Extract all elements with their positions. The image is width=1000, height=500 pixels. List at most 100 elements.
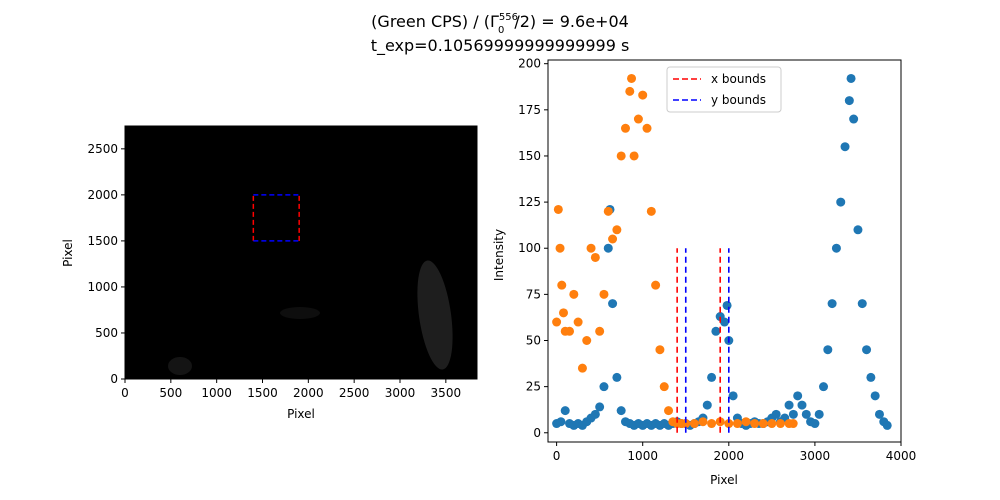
data-point	[846, 73, 856, 83]
profile-y-tick-label: 50	[526, 334, 541, 348]
data-point	[819, 382, 829, 392]
faint-glow-center	[280, 307, 320, 319]
data-point	[659, 382, 669, 392]
data-point	[590, 409, 600, 419]
data-point	[633, 114, 643, 124]
data-point	[586, 243, 596, 253]
profile-x-tick-label: 1000	[627, 449, 658, 463]
image-x-tick-label: 0	[121, 386, 129, 400]
data-point	[874, 409, 884, 419]
image-x-tick-label: 2000	[293, 386, 324, 400]
data-point	[616, 151, 626, 161]
legend-label: y bounds	[711, 93, 766, 107]
faint-glow-left	[168, 357, 192, 375]
data-point	[620, 123, 630, 133]
image-y-axis-label: Pixel	[61, 239, 75, 267]
data-point	[595, 326, 605, 336]
data-point	[870, 391, 880, 401]
data-point	[844, 96, 854, 106]
image-y-tick-label: 1000	[87, 280, 118, 294]
data-point	[625, 86, 635, 96]
image-x-axis-label: Pixel	[287, 407, 315, 421]
profile-x-tick-label: 4000	[886, 449, 917, 463]
data-point	[573, 317, 583, 327]
bright-streak-right	[417, 260, 453, 370]
data-point	[642, 123, 652, 133]
title-gamma-sub: 0	[498, 25, 504, 36]
data-point	[882, 420, 892, 430]
legend: x bounds y bounds	[666, 66, 782, 113]
profile-x-tick-label: 0	[553, 449, 561, 463]
data-point	[810, 419, 820, 429]
profile-y-tick-label: 200	[518, 57, 541, 71]
data-point	[629, 151, 639, 161]
data-point	[814, 409, 824, 419]
image-x-tick-label: 1500	[247, 386, 278, 400]
profile-y-tick-label: 25	[526, 380, 541, 394]
data-point	[702, 400, 712, 410]
image-x-tick-label: 500	[159, 386, 182, 400]
data-point	[599, 289, 609, 299]
bounds-lines	[676, 248, 730, 433]
data-point	[689, 419, 699, 429]
profile-x-tick-label: 3000	[800, 449, 831, 463]
profile-y-axis-label: Intensity	[492, 229, 506, 281]
profile-x-tick-label: 2000	[714, 449, 745, 463]
data-point	[655, 345, 665, 355]
data-point	[823, 345, 833, 355]
data-point	[707, 419, 717, 429]
title-gamma-sup: 556	[499, 12, 518, 23]
data-point	[681, 419, 691, 429]
data-point	[552, 317, 562, 327]
data-point	[651, 280, 661, 290]
data-point	[775, 419, 785, 429]
image-panel: 0 500 1000 1500 2000 2500 3000 3500 0 500 1000 150…	[61, 125, 478, 421]
data-point	[553, 204, 563, 214]
image-frame	[124, 125, 478, 380]
data-point	[556, 417, 566, 427]
profile-y-tick-label: 75	[526, 287, 541, 301]
data-point	[608, 299, 618, 309]
legend-label: x bounds	[711, 72, 766, 86]
data-point	[599, 382, 609, 392]
data-point	[741, 417, 751, 427]
data-point	[827, 299, 837, 309]
image-x-tick-label: 2500	[339, 386, 370, 400]
data-point	[831, 243, 841, 253]
data-point	[646, 206, 656, 216]
data-point	[616, 406, 626, 416]
profile-y-tick-label: 100	[518, 241, 541, 255]
data-point	[840, 142, 850, 152]
data-point	[722, 300, 732, 310]
data-point	[565, 326, 575, 336]
data-point	[595, 402, 605, 412]
profile-x-ticks: 0 1000 2000 3000 4000	[553, 442, 916, 463]
image-y-tick-label: 1500	[87, 234, 118, 248]
data-point	[590, 252, 600, 262]
image-y-tick-label: 2000	[87, 188, 118, 202]
data-point	[608, 234, 618, 244]
data-point	[711, 326, 721, 336]
data-point	[612, 225, 622, 235]
profile-x-axis-label: Pixel	[710, 473, 738, 487]
data-point	[698, 417, 708, 427]
data-point	[555, 243, 565, 253]
data-point	[560, 406, 570, 416]
data-point	[862, 345, 872, 355]
image-faint-features	[168, 260, 453, 375]
figure-title-line1: (Green CPS) / (Γ556 0/2) = 9.6e+04	[371, 12, 629, 36]
data-point	[557, 280, 567, 290]
profile-scatter-points	[552, 73, 892, 430]
image-x-tick-label: 3000	[385, 386, 416, 400]
data-point	[767, 419, 777, 429]
image-x-ticks: 0 500 1000 1500 2000 2500 3000 3500	[121, 379, 461, 400]
profile-y-tick-label: 175	[518, 103, 541, 117]
data-point	[788, 419, 798, 429]
image-x-tick-label: 1000	[201, 386, 232, 400]
camera-image	[125, 126, 477, 379]
data-point	[857, 299, 867, 309]
data-point	[732, 419, 742, 429]
data-point	[612, 372, 622, 382]
data-point	[728, 391, 738, 401]
